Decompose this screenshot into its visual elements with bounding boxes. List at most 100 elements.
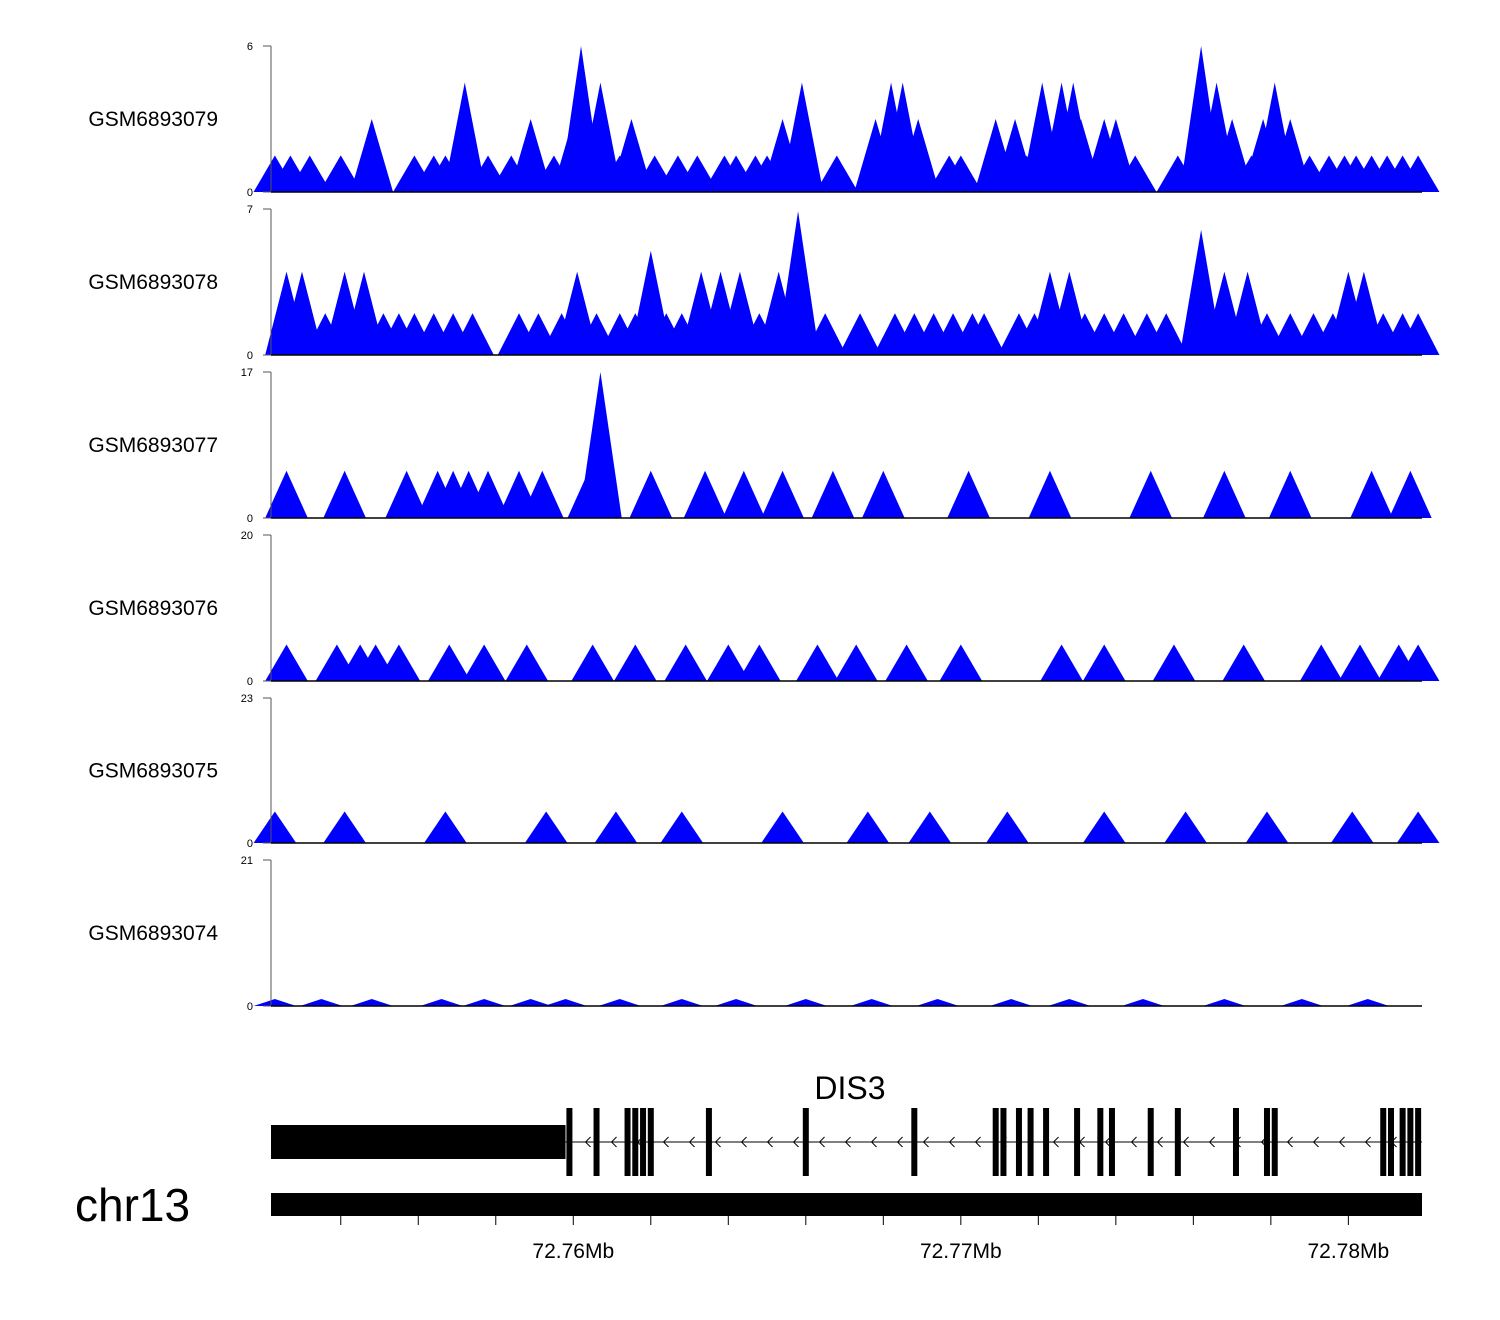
coverage-peak xyxy=(579,372,622,518)
y-tick-label: 6 xyxy=(247,41,253,53)
strand-arrow xyxy=(1286,1136,1293,1148)
gene-exon xyxy=(1263,1108,1270,1176)
coverage-peak xyxy=(1396,811,1440,843)
coverage-peak xyxy=(1040,644,1083,681)
coverage-peak xyxy=(1245,811,1289,843)
track-label: GSM6893079 xyxy=(88,108,218,131)
coverage-peak xyxy=(1346,999,1390,1006)
coverage-peak xyxy=(784,999,828,1006)
coverage-peak xyxy=(350,119,394,192)
gene-exon xyxy=(1074,1108,1081,1176)
coverage-peak xyxy=(660,999,704,1006)
track-label: GSM6893074 xyxy=(88,922,218,945)
gene-label: DIS3 xyxy=(814,1070,885,1106)
coverage-peak xyxy=(683,470,727,518)
coverage-peak xyxy=(1203,470,1246,518)
coverage-peak xyxy=(420,999,463,1006)
coverage-peak xyxy=(451,313,494,355)
coverage-peak xyxy=(846,811,890,843)
x-tick-label: 72.77Mb xyxy=(920,1240,1002,1263)
coverage-peak xyxy=(796,644,839,681)
gene-exon xyxy=(1232,1108,1239,1176)
coverage-peak xyxy=(1028,470,1072,518)
x-tick-label: 72.78Mb xyxy=(1307,1240,1389,1263)
coverage-peak xyxy=(466,470,510,518)
gene-exon xyxy=(624,1108,631,1176)
coverage-peak xyxy=(1121,999,1165,1006)
coverage-peak xyxy=(323,470,366,518)
gene-exon xyxy=(1027,1108,1034,1176)
coverage-peak xyxy=(1164,811,1207,843)
gene-exon xyxy=(911,1108,918,1176)
strand-arrow xyxy=(1130,1136,1137,1148)
coverage-peak xyxy=(288,155,332,192)
coverage-peak xyxy=(737,644,781,681)
gene-exon xyxy=(1043,1108,1050,1176)
coverage-peak xyxy=(714,999,758,1006)
gene-exon xyxy=(1015,1108,1022,1176)
coverage-peak xyxy=(962,313,1006,355)
coverage-peak xyxy=(761,470,804,518)
coverage-peak xyxy=(443,82,487,192)
strand-arrow xyxy=(922,1136,929,1148)
gene-exon xyxy=(1415,1108,1422,1176)
y-tick-label: 20 xyxy=(241,530,253,542)
coverage-peak xyxy=(1082,811,1126,843)
coverage-peak xyxy=(594,811,638,843)
gene-exon xyxy=(647,1108,654,1176)
chromosome-bar xyxy=(271,1193,1422,1216)
coverage-peak xyxy=(1129,470,1173,518)
gene-exon xyxy=(705,1108,712,1176)
gene-exon xyxy=(1387,1108,1394,1176)
coverage-peak xyxy=(1389,470,1432,518)
coverage-peak xyxy=(613,644,657,681)
strand-arrow xyxy=(844,1136,851,1148)
x-tick-label: 72.76Mb xyxy=(532,1240,614,1263)
coverage-peak xyxy=(1350,470,1393,518)
coverage-peak xyxy=(815,155,859,192)
coverage-peak xyxy=(803,313,847,355)
coverage-peak xyxy=(579,82,622,192)
coverage-peak xyxy=(629,470,673,518)
coverage-peak xyxy=(505,644,549,681)
coverage-peak xyxy=(323,811,366,843)
track-label: GSM6893077 xyxy=(88,434,218,457)
coverage-peak xyxy=(509,999,552,1006)
y-tick-label: 23 xyxy=(241,693,253,705)
y-tick-label: 0 xyxy=(247,513,253,525)
y-tick-label: 0 xyxy=(247,676,253,688)
gene-exon xyxy=(1407,1108,1414,1176)
coverage-peak xyxy=(896,119,940,192)
strand-arrow xyxy=(1052,1136,1059,1148)
gene-exon xyxy=(1097,1108,1104,1176)
y-tick-label: 17 xyxy=(241,367,253,379)
coverage-peak xyxy=(722,470,766,518)
y-tick-label: 0 xyxy=(247,1001,253,1013)
coverage-peak xyxy=(989,999,1033,1006)
coverage-peak xyxy=(939,644,983,681)
strand-arrow xyxy=(1156,1136,1163,1148)
coverage-peak xyxy=(350,999,394,1006)
coverage-peak xyxy=(424,811,467,843)
gene-exon xyxy=(640,1108,647,1176)
coverage-peak xyxy=(862,470,905,518)
coverage-peak xyxy=(761,811,804,843)
coverage-peak xyxy=(598,999,642,1006)
gene-exon xyxy=(1271,1108,1278,1176)
gene-exon xyxy=(1000,1108,1007,1176)
coverage-peak xyxy=(664,644,707,681)
gene-exon xyxy=(1399,1108,1406,1176)
coverage-peak xyxy=(265,470,308,518)
coverage-peak xyxy=(462,999,506,1006)
coverage-peak xyxy=(1048,999,1091,1006)
strand-arrow xyxy=(714,1136,721,1148)
gene-exon xyxy=(992,1108,999,1176)
coverage-peak xyxy=(1396,155,1440,192)
strand-arrow xyxy=(896,1136,903,1148)
track-label: GSM6893078 xyxy=(88,271,218,294)
coverage-peak xyxy=(850,999,894,1006)
y-tick-label: 21 xyxy=(241,855,253,867)
coverage-peak xyxy=(811,470,855,518)
coverage-peak xyxy=(253,999,297,1006)
coverage-peak xyxy=(986,811,1029,843)
